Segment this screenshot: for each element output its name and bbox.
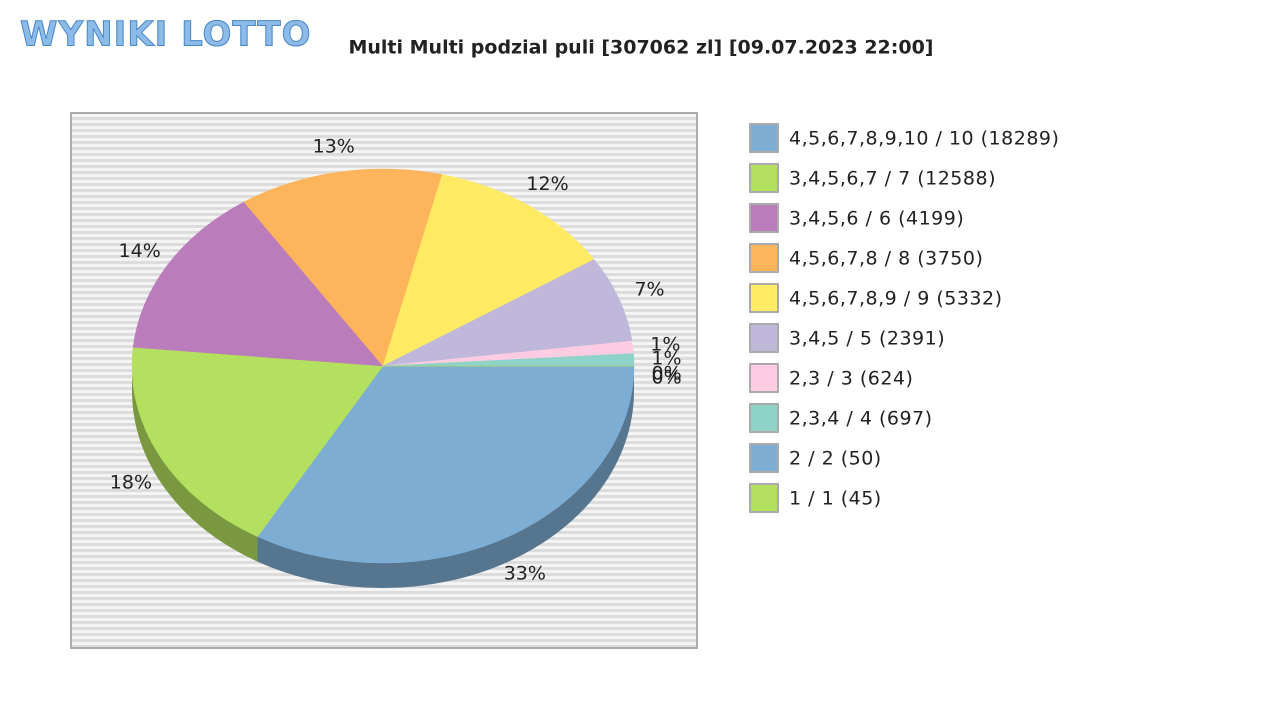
data-label: 0%	[652, 367, 682, 389]
legend-swatch	[749, 283, 779, 313]
slice	[382, 174, 595, 367]
legend-swatch	[749, 403, 779, 433]
legend-swatch	[749, 123, 779, 153]
legend-label: 2 / 2 (50)	[789, 448, 882, 470]
data-label: 18%	[110, 472, 152, 494]
legend: 4,5,6,7,8,9,10 / 10 (18289) 3,4,5,6,7 / 7…	[749, 123, 1059, 513]
data-label: 7%	[634, 278, 664, 300]
labels: 33%18%14%13%12%7%1%1%0%0%	[110, 135, 682, 584]
data-label: 1%	[651, 347, 681, 369]
data-label: 33%	[504, 562, 546, 584]
legend-swatch	[749, 483, 779, 513]
legend-label: 3,4,5,6,7 / 7 (12588)	[789, 168, 996, 190]
data-label: 12%	[526, 173, 568, 195]
legend-swatch	[749, 203, 779, 233]
chart-title: Multi Multi podzial puli [307062 zl] [09…	[348, 37, 933, 59]
slice	[131, 347, 384, 537]
legend-label: 2,3 / 3 (624)	[789, 368, 913, 390]
slice	[132, 201, 384, 367]
pie	[131, 168, 635, 564]
slice	[257, 365, 635, 564]
legend-label: 2,3,4 / 4 (697)	[789, 408, 933, 430]
slice-side	[257, 366, 634, 588]
slice-side	[132, 366, 258, 562]
slice	[243, 168, 443, 367]
logo: WYNIKI LOTTO	[20, 15, 312, 55]
legend-label: 4,5,6,7,8 / 8 (3750)	[789, 248, 983, 270]
legend-label: 4,5,6,7,8,9,10 / 10 (18289)	[789, 128, 1059, 150]
slice	[382, 259, 633, 367]
pie-sides	[132, 366, 634, 588]
data-label: 0%	[652, 363, 682, 385]
legend-swatch	[749, 363, 779, 393]
legend-label: 4,5,6,7,8,9 / 9 (5332)	[789, 288, 1003, 310]
legend-swatch	[749, 443, 779, 473]
legend-swatch	[749, 243, 779, 273]
legend-swatch	[749, 323, 779, 353]
data-label: 14%	[119, 240, 161, 262]
legend-swatch	[749, 163, 779, 193]
legend-label: 3,4,5,6 / 6 (4199)	[789, 208, 964, 230]
data-label: 1%	[650, 333, 680, 355]
legend-label: 1 / 1 (45)	[789, 488, 882, 510]
legend-label: 3,4,5 / 5 (2391)	[789, 328, 945, 350]
data-label: 13%	[313, 135, 355, 157]
